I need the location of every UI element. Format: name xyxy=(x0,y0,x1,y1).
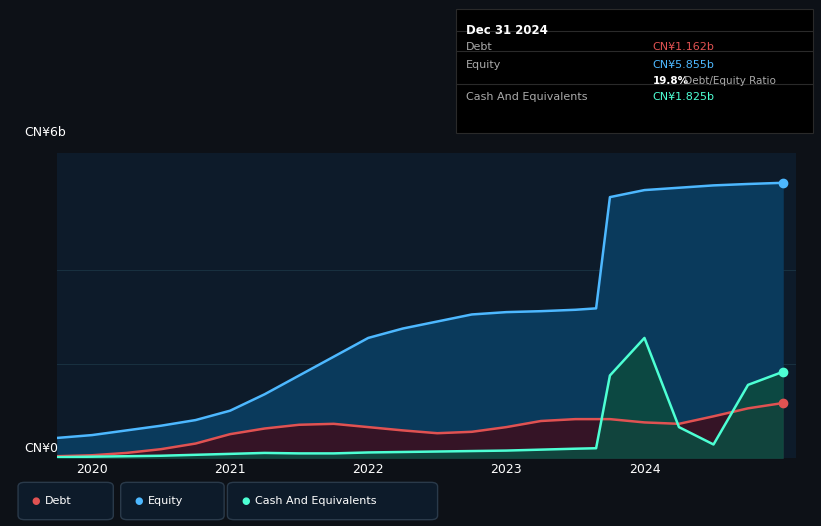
Text: CN¥1.162b: CN¥1.162b xyxy=(653,42,714,52)
Text: Debt: Debt xyxy=(45,496,72,507)
Text: Cash And Equivalents: Cash And Equivalents xyxy=(466,92,587,102)
Text: CN¥0: CN¥0 xyxy=(25,442,58,455)
Text: Cash And Equivalents: Cash And Equivalents xyxy=(255,496,376,507)
Text: Equity: Equity xyxy=(466,60,501,70)
Text: ●: ● xyxy=(241,496,250,507)
Text: Debt: Debt xyxy=(466,42,493,52)
Text: CN¥5.855b: CN¥5.855b xyxy=(653,60,714,70)
Text: ●: ● xyxy=(32,496,40,507)
Text: CN¥1.825b: CN¥1.825b xyxy=(653,92,715,102)
Text: CN¥6b: CN¥6b xyxy=(25,126,67,139)
Text: ●: ● xyxy=(135,496,143,507)
Text: Dec 31 2024: Dec 31 2024 xyxy=(466,24,548,37)
Text: 19.8%: 19.8% xyxy=(653,76,689,86)
Text: Debt/Equity Ratio: Debt/Equity Ratio xyxy=(681,76,777,86)
Text: Equity: Equity xyxy=(148,496,183,507)
